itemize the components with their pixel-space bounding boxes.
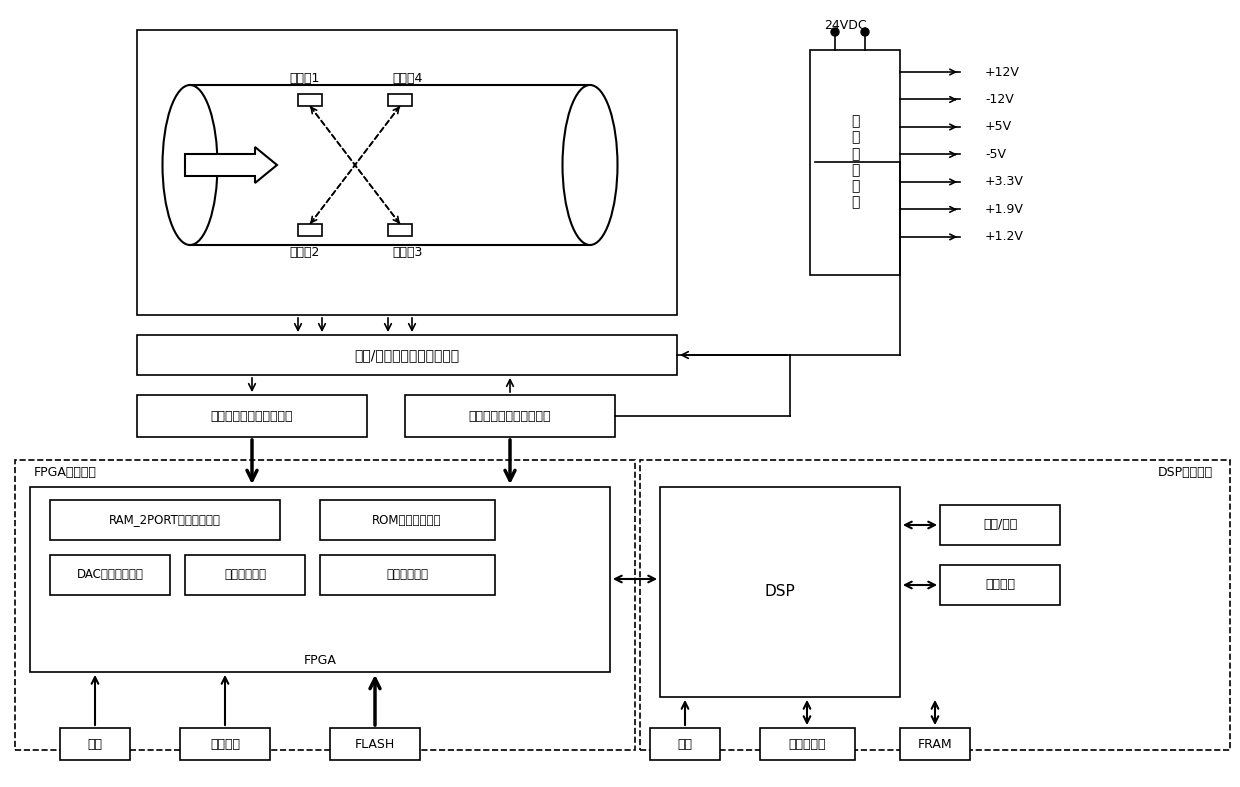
Text: 电
源
管
理
模
块: 电 源 管 理 模 块	[851, 114, 859, 209]
Circle shape	[861, 28, 869, 36]
Bar	[405, 395, 615, 437]
Bar	[940, 565, 1060, 605]
Bar	[810, 50, 900, 275]
Text: +5V: +5V	[985, 120, 1012, 134]
Text: +3.3V: +3.3V	[985, 176, 1024, 188]
Bar	[60, 728, 130, 760]
Bar	[30, 487, 610, 672]
Ellipse shape	[563, 85, 618, 245]
Text: 换能器4: 换能器4	[393, 72, 423, 84]
Text: -5V: -5V	[985, 148, 1006, 161]
Text: 串口通讯: 串口通讯	[985, 578, 1016, 592]
Text: FRAM: FRAM	[918, 737, 952, 751]
Text: DAC驱动控制模块: DAC驱动控制模块	[77, 568, 144, 582]
Text: 换能器3: 换能器3	[393, 246, 423, 258]
Text: 激励信号产生和放大电路: 激励信号产生和放大电路	[469, 409, 552, 423]
Text: 换能器1: 换能器1	[290, 72, 320, 84]
Bar	[15, 460, 635, 750]
FancyArrow shape	[185, 147, 277, 183]
Text: 按键/液晶: 按键/液晶	[983, 519, 1017, 531]
Bar	[760, 728, 856, 760]
Text: 延时控制模块: 延时控制模块	[386, 568, 428, 582]
Bar	[298, 224, 322, 236]
Text: 外部看门狗: 外部看门狗	[789, 737, 826, 751]
Text: 发射/接收信号通道切换电路: 发射/接收信号通道切换电路	[355, 348, 460, 362]
Text: +12V: +12V	[985, 65, 1019, 79]
Text: 时钟: 时钟	[88, 737, 103, 751]
Circle shape	[831, 28, 839, 36]
Bar	[388, 94, 412, 106]
Bar	[136, 335, 677, 375]
Text: FPGA最小系统: FPGA最小系统	[33, 465, 97, 478]
Bar	[180, 728, 270, 760]
Bar	[640, 460, 1230, 750]
Bar	[320, 555, 495, 595]
Text: +1.9V: +1.9V	[985, 203, 1024, 216]
Bar	[136, 395, 367, 437]
Text: 24VDC: 24VDC	[823, 19, 867, 31]
Bar	[298, 94, 322, 106]
Bar	[50, 500, 280, 540]
Bar	[650, 728, 720, 760]
Text: 换能器2: 换能器2	[290, 246, 320, 258]
Text: -12V: -12V	[985, 93, 1014, 106]
Text: FLASH: FLASH	[355, 737, 396, 751]
Bar	[320, 500, 495, 540]
Text: 回波信号调理和采样电路: 回波信号调理和采样电路	[211, 409, 293, 423]
Bar	[185, 555, 305, 595]
Bar	[50, 555, 170, 595]
Text: DSP: DSP	[765, 585, 795, 600]
Bar	[136, 30, 677, 315]
Bar	[940, 505, 1060, 545]
Bar	[660, 487, 900, 697]
Text: 复位电路: 复位电路	[210, 737, 241, 751]
Text: 时钟: 时钟	[677, 737, 692, 751]
Text: 时钟分频模块: 时钟分频模块	[224, 568, 267, 582]
Bar	[900, 728, 970, 760]
Text: FPGA: FPGA	[304, 653, 336, 667]
Bar	[330, 728, 420, 760]
Bar	[388, 224, 412, 236]
Text: RAM_2PORT数据存储模块: RAM_2PORT数据存储模块	[109, 513, 221, 527]
Text: +1.2V: +1.2V	[985, 231, 1024, 243]
Text: DSP最小系统: DSP最小系统	[1157, 465, 1213, 478]
Text: ROM数据输出模块: ROM数据输出模块	[372, 513, 441, 527]
